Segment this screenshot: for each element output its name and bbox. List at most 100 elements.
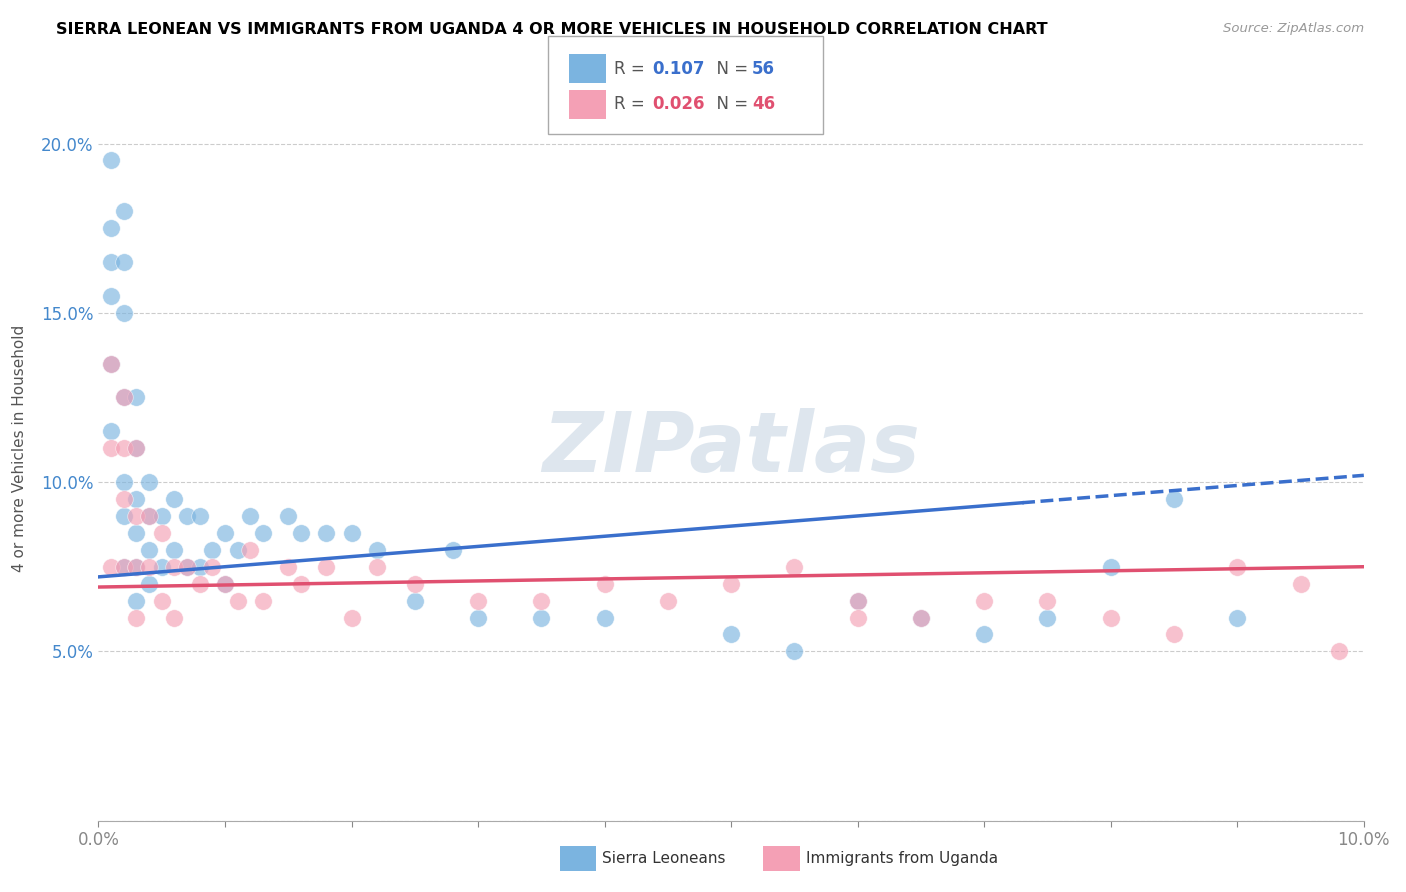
Point bbox=[100, 255, 122, 269]
Point bbox=[112, 255, 135, 269]
Point bbox=[112, 204, 135, 219]
Point bbox=[973, 627, 995, 641]
Point bbox=[593, 610, 616, 624]
Point bbox=[973, 593, 995, 607]
Text: Sierra Leoneans: Sierra Leoneans bbox=[602, 851, 725, 865]
Point bbox=[112, 306, 135, 320]
Text: 56: 56 bbox=[752, 60, 775, 78]
Point bbox=[100, 221, 122, 235]
Text: N =: N = bbox=[706, 60, 754, 78]
Point bbox=[138, 542, 160, 557]
Point bbox=[125, 508, 148, 523]
Point bbox=[657, 593, 679, 607]
Point bbox=[112, 559, 135, 574]
Point bbox=[340, 610, 363, 624]
Point bbox=[201, 542, 224, 557]
Point bbox=[150, 508, 173, 523]
Point bbox=[125, 559, 148, 574]
Point bbox=[138, 576, 160, 591]
Point bbox=[846, 610, 869, 624]
Point bbox=[910, 610, 932, 624]
Point bbox=[593, 576, 616, 591]
Point bbox=[720, 576, 742, 591]
Text: R =: R = bbox=[614, 60, 651, 78]
Point bbox=[112, 491, 135, 506]
Point bbox=[138, 508, 160, 523]
Point bbox=[366, 542, 388, 557]
Point bbox=[112, 508, 135, 523]
Point bbox=[125, 491, 148, 506]
Point bbox=[239, 508, 262, 523]
Point bbox=[201, 559, 224, 574]
Point bbox=[1036, 610, 1059, 624]
Point bbox=[404, 576, 426, 591]
Point bbox=[100, 442, 122, 455]
Point bbox=[214, 525, 236, 540]
Point bbox=[163, 610, 186, 624]
Point bbox=[138, 559, 160, 574]
Point bbox=[1163, 491, 1185, 506]
Point bbox=[720, 627, 742, 641]
Point bbox=[315, 559, 337, 574]
Point bbox=[163, 491, 186, 506]
Point bbox=[1226, 559, 1249, 574]
Point bbox=[846, 593, 869, 607]
Point bbox=[100, 559, 122, 574]
Point bbox=[125, 442, 148, 455]
Point bbox=[125, 559, 148, 574]
Text: ZIPatlas: ZIPatlas bbox=[543, 408, 920, 489]
Point bbox=[783, 644, 806, 658]
Point bbox=[112, 559, 135, 574]
Text: 46: 46 bbox=[752, 95, 775, 113]
Point bbox=[125, 391, 148, 405]
Point bbox=[100, 153, 122, 168]
Point bbox=[188, 508, 211, 523]
Point bbox=[1036, 593, 1059, 607]
Point bbox=[290, 576, 312, 591]
Point bbox=[252, 593, 274, 607]
Point bbox=[315, 525, 337, 540]
Point bbox=[783, 559, 806, 574]
Point bbox=[125, 442, 148, 455]
Text: N =: N = bbox=[706, 95, 754, 113]
Y-axis label: 4 or more Vehicles in Household: 4 or more Vehicles in Household bbox=[13, 325, 27, 572]
Point bbox=[138, 508, 160, 523]
Point bbox=[467, 610, 489, 624]
Point bbox=[441, 542, 464, 557]
Point bbox=[100, 289, 122, 303]
Point bbox=[1099, 610, 1122, 624]
Text: Immigrants from Uganda: Immigrants from Uganda bbox=[806, 851, 998, 865]
Text: 0.107: 0.107 bbox=[652, 60, 704, 78]
Text: Source: ZipAtlas.com: Source: ZipAtlas.com bbox=[1223, 22, 1364, 36]
Point bbox=[214, 576, 236, 591]
Point bbox=[340, 525, 363, 540]
Point bbox=[1289, 576, 1312, 591]
Point bbox=[1099, 559, 1122, 574]
Text: 0.026: 0.026 bbox=[652, 95, 704, 113]
Point bbox=[226, 593, 249, 607]
Text: R =: R = bbox=[614, 95, 651, 113]
Point bbox=[214, 576, 236, 591]
Point bbox=[1226, 610, 1249, 624]
Point bbox=[176, 508, 198, 523]
Point bbox=[125, 525, 148, 540]
Point bbox=[112, 442, 135, 455]
Point bbox=[252, 525, 274, 540]
Text: SIERRA LEONEAN VS IMMIGRANTS FROM UGANDA 4 OR MORE VEHICLES IN HOUSEHOLD CORRELA: SIERRA LEONEAN VS IMMIGRANTS FROM UGANDA… bbox=[56, 22, 1047, 37]
Point bbox=[112, 391, 135, 405]
Point bbox=[112, 475, 135, 489]
Point bbox=[150, 559, 173, 574]
Point bbox=[188, 559, 211, 574]
Point bbox=[100, 357, 122, 371]
Point bbox=[150, 593, 173, 607]
Point bbox=[910, 610, 932, 624]
Point bbox=[1163, 627, 1185, 641]
Point bbox=[176, 559, 198, 574]
Point bbox=[188, 576, 211, 591]
Point bbox=[290, 525, 312, 540]
Point bbox=[226, 542, 249, 557]
Point bbox=[138, 475, 160, 489]
Point bbox=[1327, 644, 1350, 658]
Point bbox=[239, 542, 262, 557]
Point bbox=[100, 425, 122, 439]
